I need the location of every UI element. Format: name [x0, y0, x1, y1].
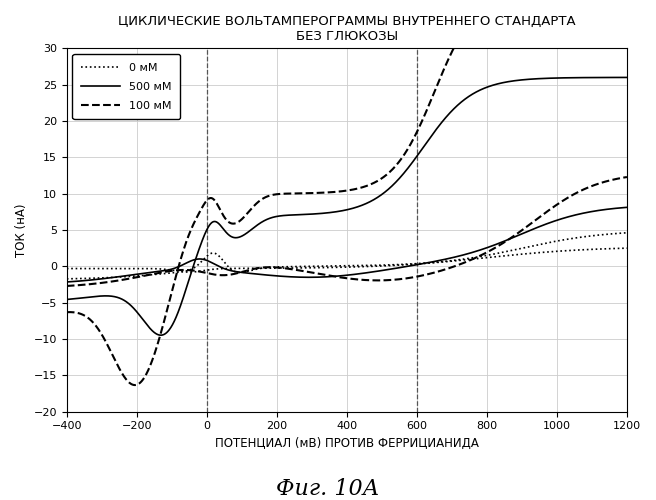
500 мМ: [278, 212, 286, 218]
500 мМ: [63, 296, 71, 302]
100 мМ: [302, 190, 310, 196]
Line: 100 мМ: 100 мМ: [67, 0, 627, 385]
500 мМ: [623, 74, 631, 80]
0 мМ: [127, 274, 134, 280]
100 мМ: [63, 309, 71, 315]
500 мМ: [157, 332, 165, 338]
Line: 500 мМ: 500 мМ: [67, 78, 627, 335]
Y-axis label: ТОК (нА): ТОК (нА): [15, 204, 28, 257]
0 мМ: [63, 276, 71, 282]
0 мМ: [277, 264, 285, 270]
500 мМ: [552, 75, 560, 81]
Text: Фиг. 10А: Фиг. 10А: [276, 478, 380, 500]
100 мМ: [160, 318, 168, 324]
0 мМ: [612, 230, 620, 236]
0 мМ: [623, 230, 631, 236]
0 мМ: [302, 264, 310, 270]
100 мМ: [278, 191, 286, 197]
500 мМ: [127, 302, 134, 308]
500 мМ: [160, 332, 168, 338]
500 мМ: [612, 74, 620, 80]
Legend: 0 мМ, 500 мМ, 100 мМ: 0 мМ, 500 мМ, 100 мМ: [72, 54, 180, 120]
100 мМ: [131, 382, 138, 388]
Line: 0 мМ: 0 мМ: [67, 233, 627, 279]
0 мМ: [160, 270, 168, 276]
Title: ЦИКЛИЧЕСКИЕ ВОЛЬТАМПЕРОГРАММЫ ВНУТРЕННЕГО СТАНДАРТА
БЕЗ ГЛЮКОЗЫ: ЦИКЛИЧЕСКИЕ ВОЛЬТАМПЕРОГРАММЫ ВНУТРЕННЕГ…: [118, 15, 576, 43]
100 мМ: [127, 380, 134, 386]
500 мМ: [302, 212, 310, 218]
0 мМ: [552, 238, 560, 244]
X-axis label: ПОТЕНЦИАЛ (мВ) ПРОТИВ ФЕРРИЦИАНИДА: ПОТЕНЦИАЛ (мВ) ПРОТИВ ФЕРРИЦИАНИДА: [215, 437, 479, 450]
